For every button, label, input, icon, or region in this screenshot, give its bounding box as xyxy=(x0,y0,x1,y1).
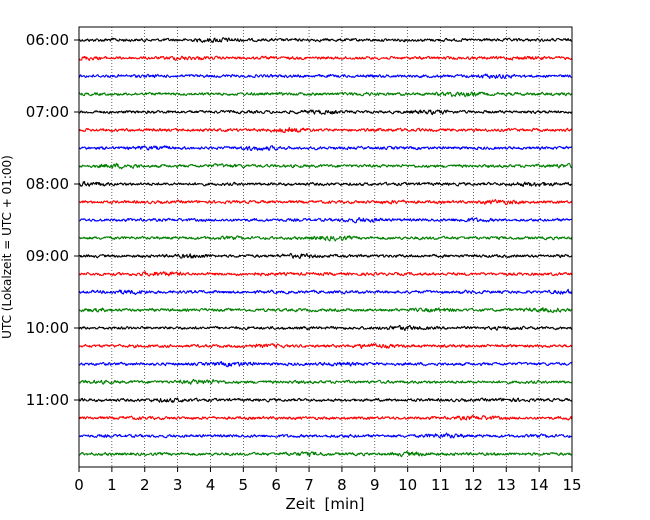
x-tick-label: 11 xyxy=(431,476,450,494)
plot-frame xyxy=(78,26,573,468)
trace-0715 xyxy=(78,126,573,134)
y-tick-label: 06:00 xyxy=(26,31,69,49)
trace-1015 xyxy=(78,343,573,349)
x-tick-label: 13 xyxy=(497,476,516,494)
trace-0945 xyxy=(78,307,573,314)
x-tick-label: 3 xyxy=(173,476,183,494)
y-axis-label: UTC (Lokalzeit = UTC + 01:00) xyxy=(0,155,14,339)
trace-0645 xyxy=(79,91,573,98)
x-tick-label: 7 xyxy=(304,476,314,494)
x-tick-label: 10 xyxy=(398,476,417,494)
trace-1000 xyxy=(78,324,573,332)
trace-0730 xyxy=(78,145,573,152)
trace-1145 xyxy=(78,451,573,458)
x-tick-label: 15 xyxy=(562,476,581,494)
x-tick-label: 12 xyxy=(464,476,483,494)
trace-1115 xyxy=(78,414,573,421)
x-axis-label: Zeit [min] xyxy=(285,495,364,513)
trace-0900 xyxy=(78,252,573,259)
trace-1045 xyxy=(78,378,573,385)
y-tick-label: 10:00 xyxy=(26,319,69,337)
x-tick-label: 14 xyxy=(530,476,549,494)
trace-1100 xyxy=(78,397,573,403)
trace-0830 xyxy=(78,217,573,224)
y-tick-label: 11:00 xyxy=(26,391,69,409)
x-tick-label: 1 xyxy=(107,476,117,494)
y-tick-label: 07:00 xyxy=(26,103,69,121)
x-tick-label: 4 xyxy=(206,476,216,494)
y-axis-ticks: 06:00 07:00 08:00 09:00 10:00 11:00 xyxy=(26,31,79,409)
trace-0845 xyxy=(79,235,573,242)
y-tick-label: 08:00 xyxy=(26,175,69,193)
trace-0600 xyxy=(78,37,573,43)
trace-0800 xyxy=(78,181,573,187)
x-tick-label: 0 xyxy=(74,476,84,494)
plot-area xyxy=(79,27,572,467)
y-tick-label: 09:00 xyxy=(26,247,69,265)
trace-1030 xyxy=(78,361,573,368)
trace-0930 xyxy=(78,288,573,296)
trace-0700 xyxy=(78,109,573,116)
trace-1130 xyxy=(78,432,573,439)
x-axis-ticks: 0 1 2 3 4 5 6 7 8 9 10 11 12 13 14 15 xyxy=(74,467,582,494)
x-tick-label: 9 xyxy=(370,476,380,494)
trace-0745 xyxy=(78,162,573,170)
seismic-traces xyxy=(78,37,573,458)
trace-0630 xyxy=(78,73,573,79)
x-tick-label: 6 xyxy=(271,476,281,494)
x-gridlines xyxy=(111,27,540,467)
trace-0815 xyxy=(78,199,573,206)
x-tick-label: 2 xyxy=(140,476,150,494)
trace-0615 xyxy=(78,55,573,61)
x-tick-label: 5 xyxy=(239,476,249,494)
x-tick-label: 8 xyxy=(337,476,347,494)
trace-0915 xyxy=(78,271,573,277)
